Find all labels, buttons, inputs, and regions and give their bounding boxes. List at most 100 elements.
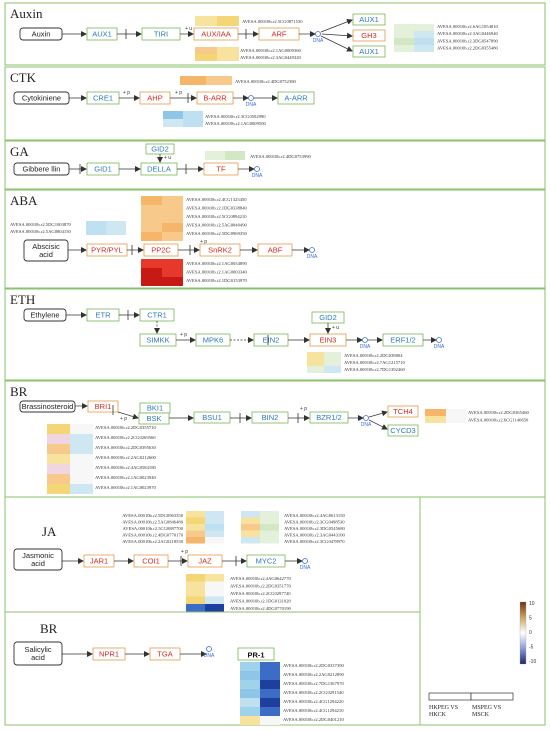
- aba-gene-top: AVESA.00010b.r2.5DG0969350: [186, 231, 247, 236]
- auxin-heat-right-cell: [394, 31, 414, 38]
- ga-gene: AVESA.00010b.r2.4DG0753990: [250, 154, 311, 159]
- aba-heat-top-cell: [162, 214, 183, 223]
- ja-heat-right-cell: [241, 517, 260, 524]
- ctk-node-aarr-label: A-ARR: [284, 94, 308, 103]
- auxin-heat-right-cell: [394, 45, 414, 52]
- aba-title: ABA: [10, 193, 38, 208]
- auxin-gene-right: AVESA.00010b.r2.2DG0355480: [437, 46, 498, 51]
- eth-node-etr-label: ETR: [96, 311, 112, 320]
- sa-gene: AVESA.00010b.r2.4CG1294220: [283, 699, 344, 704]
- ja-gene-left: AVESA.00010b.r2.5CG0887700: [122, 526, 183, 531]
- eth-dna-2-circle: [436, 337, 442, 343]
- ga-node-gid1-label: GID1: [94, 165, 112, 174]
- sa-heat-cell: [240, 707, 260, 716]
- br-heat-right-cell: [446, 416, 467, 423]
- aba-sign: + p: [200, 239, 207, 245]
- aba-node-pp2c-label: PP2C: [151, 246, 171, 255]
- panel-ga: [4, 140, 546, 190]
- sa-heat-cell: [260, 707, 280, 716]
- eth-node-mpk6-label: MPK6: [203, 336, 223, 345]
- ja-heat-right-cell: [260, 537, 279, 544]
- ja-heat-left-cell: [186, 511, 205, 518]
- aba-heat-top-cell: [141, 205, 162, 214]
- ctk-node-aarr-box: [277, 91, 315, 105]
- eth-dna-2-label: DNA: [434, 344, 445, 350]
- legend-colorbar: [519, 601, 527, 665]
- ja-title: JA: [42, 524, 57, 539]
- eth-node-ctr1-label: CTR1: [147, 311, 167, 320]
- ja-heat-right-cell: [241, 524, 260, 531]
- br-heat-left-cell: [47, 454, 70, 464]
- panel-auxin: [4, 2, 546, 66]
- ga-heat-cell: [225, 151, 245, 160]
- br-heat-left-cell: [47, 444, 70, 454]
- ja-gene-bottom: AVESA.00010b.r2.1DG0131020: [230, 599, 291, 604]
- ja-heat-bottom-cell: [205, 581, 224, 589]
- auxin-node-tiri-label: TIRI: [154, 30, 168, 39]
- br-heat-left-cell: [70, 484, 93, 494]
- aba-heat-top-cell: [162, 205, 183, 214]
- br-arrow-7: [368, 410, 388, 418]
- eth-heat-cell: [307, 366, 324, 373]
- eth-title: ETH: [10, 292, 35, 307]
- ctk-heat-bottom-cell: [163, 111, 183, 119]
- ja-heat-left-cell: [205, 530, 224, 537]
- br-gene-left: AVESA.00010b.r2.1AG0023970: [95, 485, 156, 490]
- auxin-heat-top-cell: [217, 16, 239, 26]
- aba-gene-bottom: AVESA.00010b.r2.1AG0003340: [186, 270, 247, 275]
- br-gene-left: AVESA.00010b.r2.2AG0212600: [95, 455, 156, 460]
- br-heat-left-cell: [70, 474, 93, 484]
- auxin-node-gh3-label: GH3: [361, 31, 376, 40]
- ja-heat-bottom-cell: [186, 574, 205, 582]
- auxin-heat-bottom-cell: [217, 54, 239, 61]
- br-node-bsk-label: BSK: [146, 414, 161, 423]
- legend-col-box-2: [470, 692, 514, 701]
- br-node-tch4-box: [387, 405, 419, 418]
- sa-gene: AVESA.00010b.r2.2AG0212890: [283, 672, 344, 677]
- ctk-heat-bottom-cell: [163, 119, 183, 127]
- ctk-heat-bottom-cell: [183, 111, 203, 119]
- ja-node-jaz-label: JAZ: [198, 557, 212, 566]
- ja-heat-right-cell: [241, 530, 260, 537]
- ja-start-label: Jasmonic acid: [22, 551, 54, 568]
- ja-heat-right-cell: [260, 511, 279, 518]
- br-node-bri1-label: BRI1: [95, 402, 112, 411]
- br-gene-right: AVESA.00010b.r2.6CG1140650: [468, 418, 529, 423]
- aba-heat-bottom-cell: [141, 268, 162, 277]
- sa-gene: AVESA.00010b.r2.2DG0337390: [283, 663, 344, 668]
- aba-heat-top-cell: [162, 223, 183, 232]
- ja-gene-left: AVESA.00010b.r2.2AG0218530: [122, 539, 183, 544]
- ja-heat-right-cell: [260, 530, 279, 537]
- eth-start-label: Ethylene: [30, 311, 59, 320]
- br-heat-left-cell: [70, 434, 93, 444]
- br-title: BR: [10, 384, 28, 399]
- ja-heat-bottom-cell: [205, 604, 224, 612]
- auxin-heat-bottom-cell: [195, 54, 217, 61]
- br-start-label: Brassinosteroid: [22, 402, 74, 411]
- br-dna-label: DNA: [361, 422, 372, 428]
- aba-node-snrk2-label: SnRK2: [208, 246, 232, 255]
- eth-node-ein3-label: EIN3: [320, 336, 337, 345]
- auxin-gene-right: AVESA.00010b.r2.6AG1054810: [437, 24, 498, 29]
- ga-dna-circle: [254, 166, 260, 172]
- sa-gene: AVESA.00010b.r2.7DG1367970: [283, 681, 344, 686]
- br-heat-left-cell: [70, 454, 93, 464]
- auxin-gene-bottom: AVESA.00010b.r2.3AG0449320: [240, 55, 301, 60]
- ga-start-label: Gibbere llin: [23, 165, 61, 174]
- ja-gene-bottom: AVESA.00010b.r2.4DG0770190: [230, 606, 291, 611]
- aba-start-label: Abscisic acid: [32, 242, 60, 259]
- legend-tick: -5: [529, 645, 534, 651]
- sa-gene: AVESA.00010b.r2.2DG0401210: [283, 717, 344, 722]
- legend-col-label-1: HKPEG VS HKCK: [429, 705, 458, 718]
- eth-gene: AVESA.00010b.r2.7AG1215710: [344, 360, 405, 365]
- eth-node-erf12-label: ERF1/2: [390, 336, 415, 345]
- aba-gene-top: AVESA.00010b.r2.5CG0894210: [186, 214, 247, 219]
- ja-heat-bottom-cell: [186, 589, 205, 597]
- eth-heat-cell: [307, 359, 324, 366]
- br-node-bin2-label: BIN2: [262, 413, 279, 422]
- br-node-cycd3-label: CYCD3: [390, 426, 415, 435]
- legend-col-box-1: [428, 692, 472, 701]
- br-heat-left-cell: [47, 474, 70, 484]
- ja-heat-bottom-cell: [205, 596, 224, 604]
